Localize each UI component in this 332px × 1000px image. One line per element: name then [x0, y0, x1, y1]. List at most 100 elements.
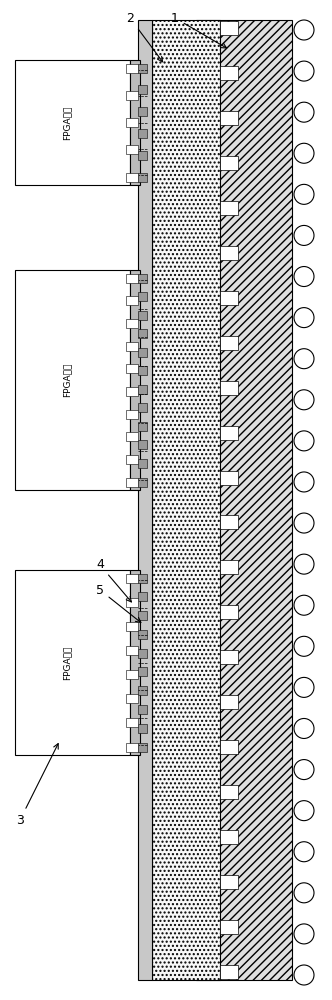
- Circle shape: [294, 636, 314, 656]
- Bar: [220, 965, 238, 979]
- Text: 2: 2: [126, 11, 163, 62]
- Bar: [138, 440, 147, 449]
- Bar: [126, 91, 138, 100]
- Bar: [130, 270, 140, 490]
- Circle shape: [294, 61, 314, 81]
- Bar: [220, 426, 238, 440]
- Bar: [220, 695, 238, 709]
- Bar: [138, 64, 147, 73]
- Text: FPGA裸片: FPGA裸片: [62, 363, 71, 397]
- Bar: [138, 630, 147, 639]
- Bar: [126, 646, 138, 655]
- Bar: [220, 156, 238, 170]
- Bar: [220, 336, 238, 350]
- Bar: [220, 830, 238, 844]
- Bar: [138, 592, 147, 601]
- Circle shape: [294, 554, 314, 574]
- Bar: [220, 920, 238, 934]
- Bar: [138, 705, 147, 714]
- Bar: [220, 21, 238, 35]
- Circle shape: [294, 308, 314, 328]
- Circle shape: [294, 595, 314, 615]
- Circle shape: [294, 801, 314, 821]
- Circle shape: [294, 225, 314, 245]
- Text: FPGA裸片: FPGA裸片: [62, 105, 71, 140]
- Bar: [126, 598, 138, 607]
- Bar: [220, 515, 238, 529]
- Bar: [220, 471, 238, 485]
- Circle shape: [294, 677, 314, 697]
- Bar: [138, 742, 147, 752]
- Circle shape: [294, 20, 314, 40]
- Bar: [126, 172, 138, 182]
- Bar: [126, 432, 138, 441]
- Bar: [138, 611, 147, 620]
- Bar: [138, 85, 147, 94]
- Bar: [138, 667, 147, 676]
- Bar: [220, 246, 238, 260]
- Bar: [126, 118, 138, 127]
- Circle shape: [294, 718, 314, 738]
- Bar: [220, 66, 238, 80]
- Circle shape: [294, 431, 314, 451]
- Bar: [130, 60, 140, 185]
- Bar: [15, 60, 130, 185]
- Text: 4: 4: [96, 558, 131, 602]
- Circle shape: [294, 390, 314, 410]
- Bar: [196, 20, 292, 980]
- Circle shape: [294, 267, 314, 287]
- Bar: [138, 107, 147, 116]
- Text: 5: 5: [96, 584, 141, 622]
- Circle shape: [294, 883, 314, 903]
- Bar: [220, 201, 238, 215]
- Bar: [126, 319, 138, 328]
- Bar: [138, 172, 147, 182]
- Bar: [126, 718, 138, 727]
- Bar: [220, 740, 238, 754]
- Bar: [220, 605, 238, 619]
- Circle shape: [294, 965, 314, 985]
- Circle shape: [294, 842, 314, 862]
- Bar: [126, 694, 138, 703]
- Bar: [138, 724, 147, 733]
- Bar: [126, 387, 138, 396]
- Bar: [138, 422, 147, 431]
- Bar: [126, 145, 138, 154]
- Bar: [126, 64, 138, 73]
- Bar: [126, 742, 138, 752]
- Bar: [138, 478, 147, 487]
- Circle shape: [294, 760, 314, 780]
- Bar: [126, 670, 138, 679]
- Bar: [220, 111, 238, 125]
- Text: FPGA裸片: FPGA裸片: [62, 645, 71, 680]
- Bar: [138, 348, 147, 357]
- Bar: [138, 403, 147, 412]
- Bar: [126, 455, 138, 464]
- Circle shape: [294, 513, 314, 533]
- Circle shape: [294, 472, 314, 492]
- Bar: [220, 291, 238, 305]
- Bar: [138, 686, 147, 695]
- Bar: [138, 385, 147, 394]
- Bar: [15, 570, 130, 755]
- Bar: [126, 410, 138, 418]
- Bar: [15, 270, 130, 490]
- Bar: [138, 20, 152, 980]
- Bar: [126, 622, 138, 631]
- Bar: [138, 292, 147, 301]
- Bar: [126, 364, 138, 373]
- Bar: [138, 129, 147, 138]
- Bar: [138, 329, 147, 338]
- Bar: [138, 366, 147, 375]
- Bar: [130, 570, 140, 755]
- Bar: [138, 574, 147, 582]
- Bar: [126, 296, 138, 305]
- Bar: [220, 381, 238, 395]
- Circle shape: [294, 349, 314, 369]
- Circle shape: [294, 143, 314, 163]
- Circle shape: [294, 924, 314, 944]
- Bar: [138, 459, 147, 468]
- Text: 3: 3: [16, 744, 58, 826]
- Bar: [220, 785, 238, 799]
- Bar: [126, 574, 138, 582]
